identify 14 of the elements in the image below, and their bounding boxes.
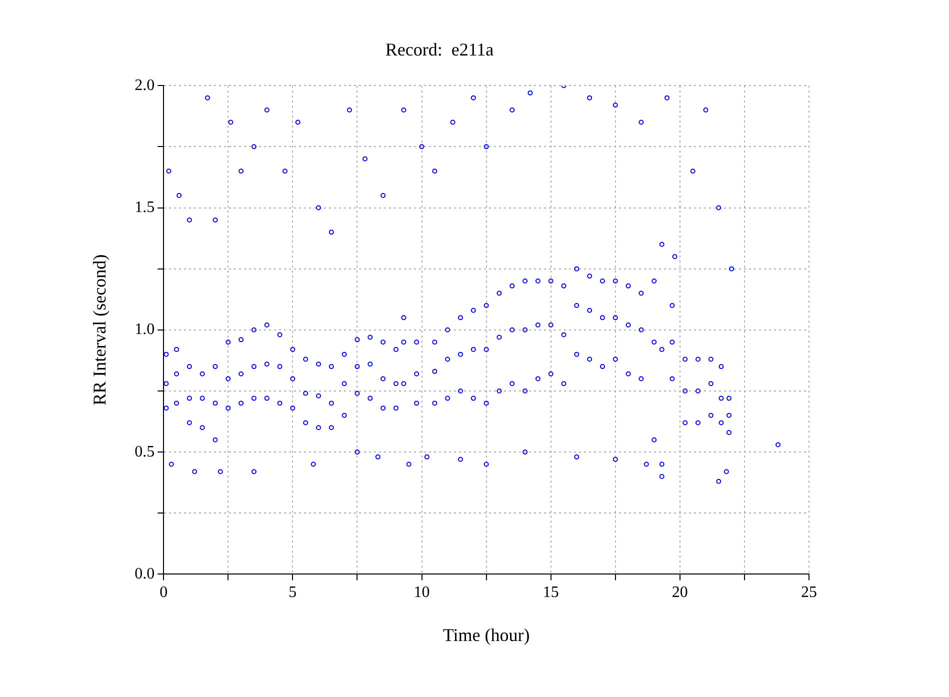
- x-tick-label: 20: [672, 584, 688, 602]
- x-tick-label: 15: [542, 584, 559, 602]
- y-tick-label: 1.0: [134, 321, 155, 338]
- y-axis-title: RR Interval (second): [90, 254, 110, 406]
- y-tick-label: 1.5: [134, 198, 155, 216]
- x-tick-label: 25: [801, 584, 817, 602]
- y-tick-label: 0.5: [134, 443, 155, 460]
- x-tick-label: 5: [288, 584, 297, 602]
- y-tick-label: 2.0: [134, 76, 155, 94]
- x-axis-title: Time (hour): [442, 624, 530, 645]
- x-tick-label: 10: [414, 584, 430, 602]
- text: 0.0: [134, 565, 155, 582]
- x-tick-label: 0: [160, 584, 168, 602]
- chart-title: Record: e211a: [385, 40, 494, 60]
